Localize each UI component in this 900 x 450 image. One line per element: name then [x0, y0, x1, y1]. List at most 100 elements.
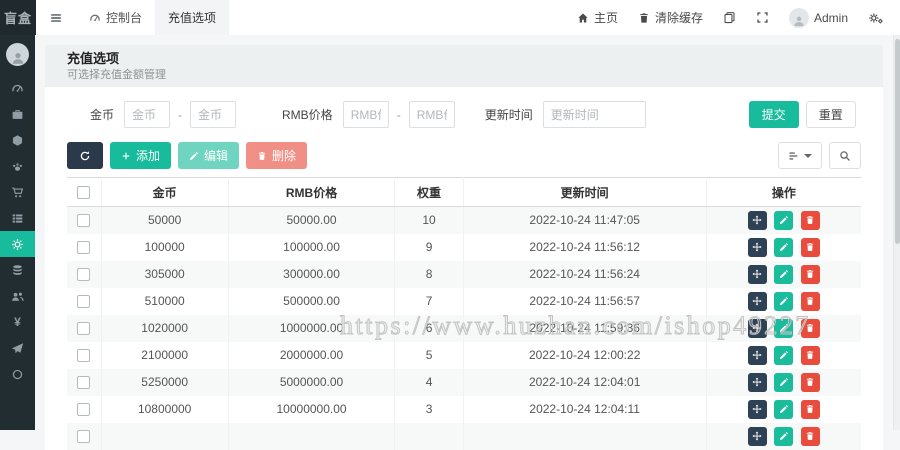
row-checkbox[interactable]	[77, 322, 91, 336]
edit-row-button[interactable]	[774, 345, 794, 365]
cell-rmb: 2000000.00	[227, 341, 396, 369]
drag-row-button[interactable]	[747, 264, 767, 284]
cell-weight: 10	[394, 206, 464, 234]
drag-row-button[interactable]	[747, 237, 767, 257]
add-button[interactable]: 添加	[110, 142, 172, 169]
edit-label: 编辑	[204, 149, 229, 163]
edit-row-button[interactable]	[774, 426, 794, 446]
sidebar-item-briefcase[interactable]	[0, 101, 35, 127]
row-checkbox[interactable]	[77, 241, 91, 255]
row-checkbox[interactable]	[77, 403, 91, 417]
row-checkbox[interactable]	[77, 349, 91, 363]
cell-updated: 2022-10-24 12:04:11	[462, 395, 707, 423]
submit-button[interactable]: 提交	[748, 101, 799, 128]
edit-row-button[interactable]	[774, 237, 794, 257]
sidebar-item-dashboard[interactable]	[0, 75, 35, 101]
drag-row-button[interactable]	[747, 210, 767, 230]
user-menu[interactable]: Admin	[779, 0, 858, 35]
edit-row-button[interactable]	[774, 264, 794, 284]
drag-row-button[interactable]	[747, 345, 767, 365]
refresh-icon	[80, 150, 90, 160]
column-header-coin: 金币	[100, 177, 229, 207]
search-toggle-button[interactable]	[829, 142, 861, 169]
cell-weight: 8	[394, 260, 464, 288]
scrollbar-thumb[interactable]	[895, 39, 900, 244]
select-all-checkbox[interactable]	[77, 186, 91, 200]
update-time-input[interactable]	[542, 101, 646, 128]
edit-row-button[interactable]	[774, 291, 794, 311]
tab-recharge-options[interactable]: 充值选项	[155, 0, 230, 35]
fullscreen-button[interactable]	[746, 0, 779, 35]
delete-row-button[interactable]	[800, 264, 820, 284]
row-checkbox[interactable]	[77, 376, 91, 390]
sidebar-item-users[interactable]	[0, 283, 35, 309]
cell-rmb: 1000000.00	[227, 314, 396, 342]
page-subtitle: 可选择充值金额管理	[67, 69, 166, 81]
app-logo[interactable]: 盲盒	[0, 0, 36, 35]
rmb-max-input[interactable]	[408, 101, 455, 128]
edit-row-button[interactable]	[774, 372, 794, 392]
cell-coin: 5250000	[100, 368, 229, 396]
delete-row-button[interactable]	[800, 318, 820, 338]
drag-row-button[interactable]	[747, 318, 767, 338]
row-checkbox[interactable]	[77, 295, 91, 309]
edit-row-button[interactable]	[774, 318, 794, 338]
rmb-min-input[interactable]	[342, 101, 389, 128]
delete-row-button[interactable]	[800, 426, 820, 446]
sidebar-item-cart[interactable]	[0, 179, 35, 205]
sidebar-item-list[interactable]	[0, 205, 35, 231]
delete-row-button[interactable]	[800, 399, 820, 419]
sidebar-item-database[interactable]	[0, 257, 35, 283]
data-table: 金币 RMB价格 权重 更新时间 操作 50000 50000.00 10 20…	[67, 177, 861, 450]
columns-dropdown-button[interactable]	[778, 142, 822, 169]
settings-button[interactable]	[858, 0, 894, 35]
fullscreen-icon	[757, 12, 768, 23]
edit-row-button[interactable]	[774, 210, 794, 230]
drag-row-button[interactable]	[747, 291, 767, 311]
drag-row-button[interactable]	[747, 399, 767, 419]
sidebar-item-misc[interactable]	[0, 361, 35, 387]
delete-row-button[interactable]	[800, 210, 820, 230]
cell-operations	[705, 422, 861, 450]
cell-coin: 510000	[100, 287, 229, 315]
row-checkbox[interactable]	[77, 430, 91, 444]
tab-label: 充值选项	[168, 11, 217, 25]
edit-row-button[interactable]	[774, 399, 794, 419]
cell-coin: 50000	[100, 206, 229, 234]
sidebar-toggle-button[interactable]	[36, 11, 76, 25]
sidebar-item-recharge-settings[interactable]	[0, 231, 35, 257]
coin-max-input[interactable]	[190, 101, 237, 128]
pencil-icon	[190, 151, 199, 160]
delete-row-button[interactable]	[800, 345, 820, 365]
delete-row-button[interactable]	[800, 237, 820, 257]
cell-operations	[705, 395, 861, 423]
sidebar: ¥	[0, 35, 35, 430]
drag-row-button[interactable]	[747, 426, 767, 446]
sidebar-item-finance[interactable]: ¥	[0, 309, 35, 335]
cell-weight	[394, 422, 464, 450]
cell-coin: 1020000	[100, 314, 229, 342]
row-checkbox[interactable]	[77, 268, 91, 282]
sidebar-item-cube[interactable]	[0, 127, 35, 153]
drag-row-button[interactable]	[747, 372, 767, 392]
sidebar-item-notifications[interactable]	[0, 335, 35, 361]
scrollbar[interactable]	[893, 35, 900, 430]
coin-min-input[interactable]	[124, 101, 171, 128]
database-icon	[13, 264, 22, 275]
reset-button[interactable]: 重置	[805, 101, 856, 128]
tab-dashboard[interactable]: 控制台	[76, 0, 155, 35]
home-link[interactable]: 主页	[567, 0, 628, 35]
delete-row-button[interactable]	[800, 291, 820, 311]
row-checkbox[interactable]	[77, 214, 91, 228]
clear-cache-link[interactable]: 清除缓存	[628, 0, 713, 35]
refresh-button[interactable]	[67, 142, 103, 169]
delete-row-button[interactable]	[800, 372, 820, 392]
user-icon	[12, 53, 23, 64]
sidebar-item-paw[interactable]	[0, 153, 35, 179]
main-content: 充值选项 可选择充值金额管理 金币 - RMB价格 - 更新时间 提交 重置	[35, 35, 893, 450]
delete-button[interactable]: 删除	[246, 142, 308, 169]
edit-button[interactable]: 编辑	[178, 142, 240, 169]
sidebar-avatar[interactable]	[6, 43, 29, 66]
language-button[interactable]	[713, 0, 746, 35]
cell-updated: 2022-10-24 11:56:24	[462, 260, 707, 288]
